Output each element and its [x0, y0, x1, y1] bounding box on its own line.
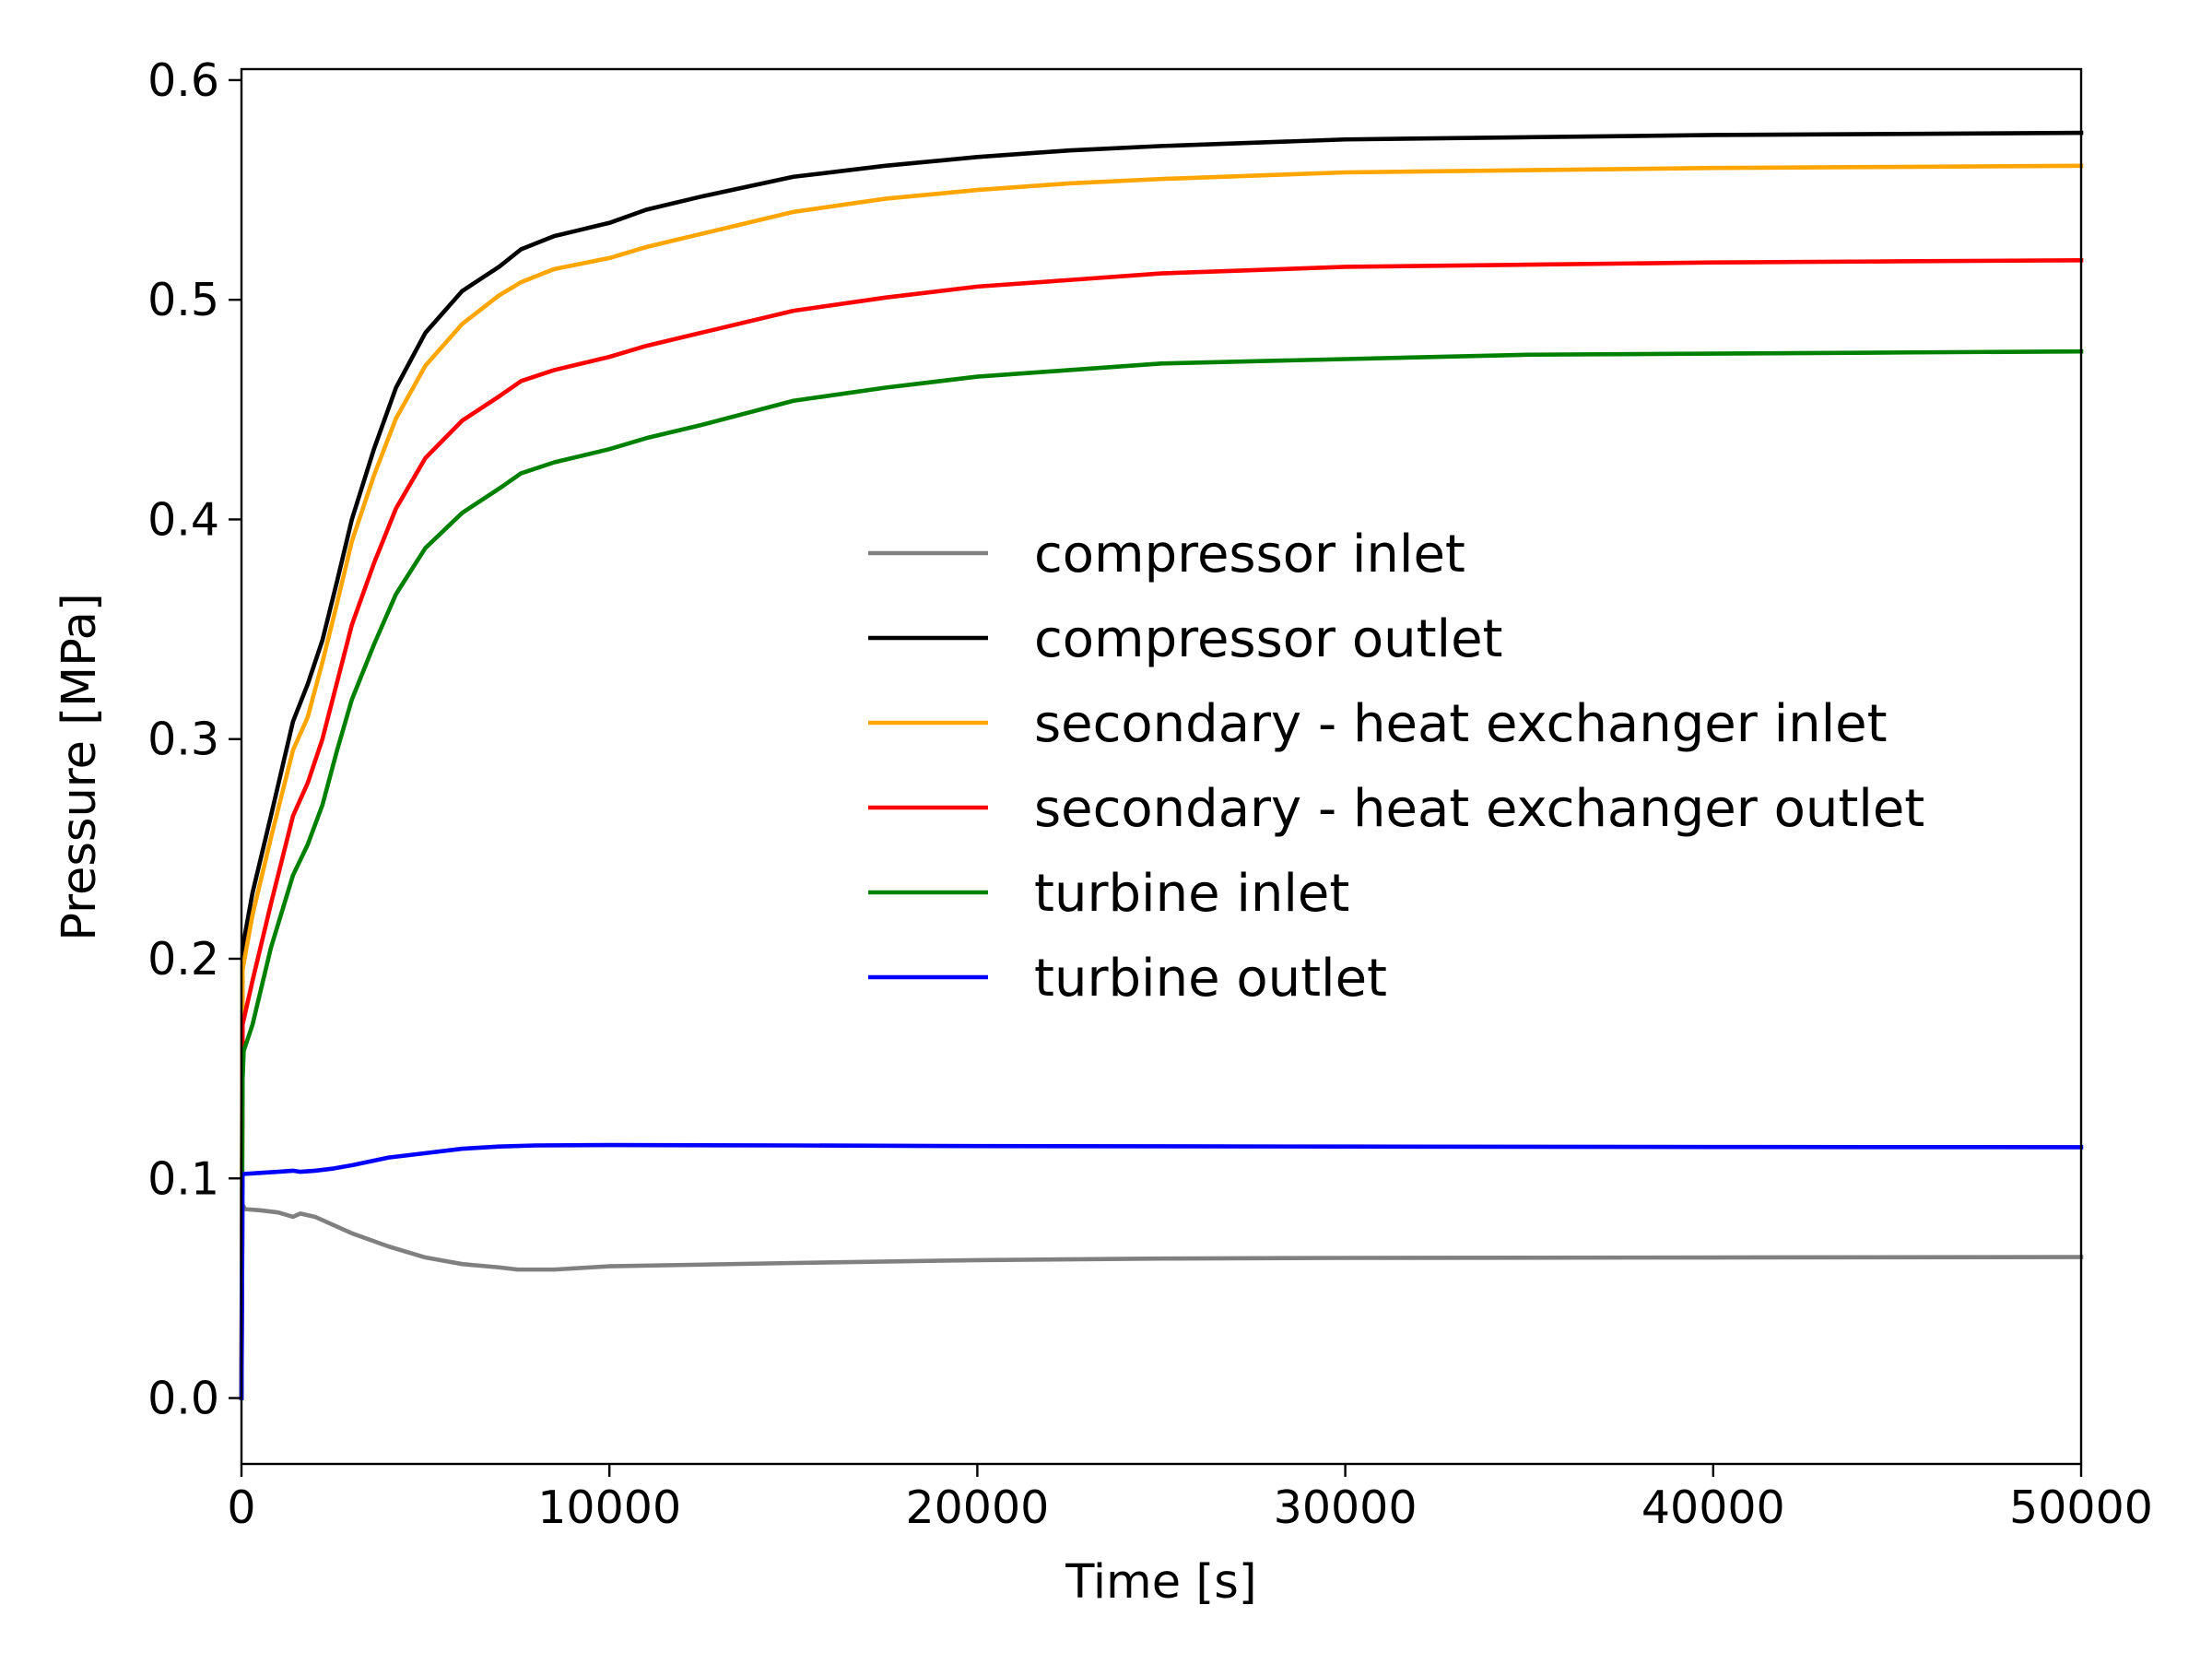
y-axis-title: Pressure [MPa] — [53, 593, 107, 941]
series-line-5 — [239, 1142, 2084, 1400]
legend-label-3: secondary - heat exchanger outlet — [1034, 779, 1924, 839]
legend: compressor inlet compressor outlet seconda… — [868, 525, 1924, 1009]
legend-label-5: turbine outlet — [1034, 949, 1387, 1009]
x-axis-title: Time [s] — [1065, 1555, 1256, 1610]
legend-label-1: compressor outlet — [1034, 609, 1503, 669]
legend-label-0: compressor inlet — [1034, 525, 1465, 584]
y-tick-label: 0.4 — [147, 493, 219, 546]
series-line-3 — [239, 257, 2084, 1400]
legend-label-2: secondary - heat exchanger inlet — [1034, 694, 1888, 754]
y-tick-label: 0.0 — [147, 1373, 219, 1425]
x-tick-label: 0 — [227, 1481, 255, 1534]
series-line-1 — [239, 130, 2084, 1400]
y-tick-label: 0.1 — [147, 1152, 219, 1205]
y-tick-label: 0.2 — [147, 933, 219, 985]
x-tick-label: 10000 — [537, 1481, 681, 1534]
x-tick-label: 20000 — [905, 1481, 1049, 1534]
plot-frame — [240, 67, 2083, 1466]
series-layer — [239, 130, 2084, 1400]
x-axis: 0 10000 20000 30000 40000 50000 — [227, 1464, 2153, 1534]
series-line-0 — [239, 1202, 2084, 1400]
legend-label-4: turbine inlet — [1034, 864, 1349, 924]
y-tick-label: 0.3 — [147, 714, 219, 766]
y-tick-label: 0.5 — [147, 274, 219, 326]
series-line-2 — [239, 163, 2084, 1400]
x-tick-label: 30000 — [1274, 1481, 1418, 1534]
y-axis: 0.0 0.1 0.2 0.3 0.4 0.5 0.6 — [147, 54, 241, 1425]
y-tick-label: 0.6 — [147, 54, 219, 107]
x-tick-label: 40000 — [1641, 1481, 1785, 1534]
series-line-4 — [239, 348, 2084, 1400]
x-tick-label: 50000 — [2009, 1481, 2153, 1534]
